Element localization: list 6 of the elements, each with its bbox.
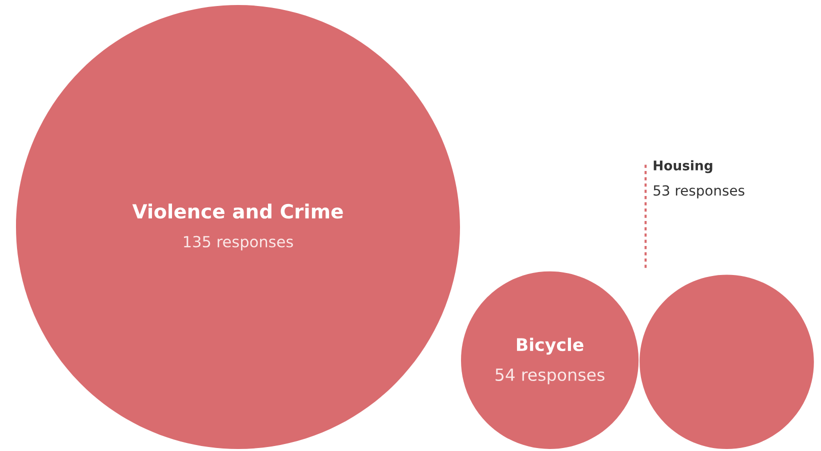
data-label: 53 responses (654, 185, 744, 198)
category-label: Violence and Crime (132, 204, 343, 219)
category-label: Housing (654, 160, 712, 174)
category-label: Bicycle (516, 338, 584, 355)
data-label: 135 responses (184, 236, 293, 250)
data-label: 54 responses (496, 368, 604, 384)
